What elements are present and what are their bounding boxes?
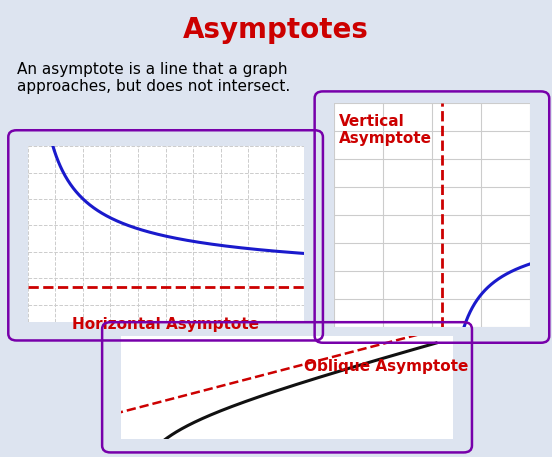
Text: Asymptotes: Asymptotes — [183, 16, 369, 44]
Text: Horizontal Asymptote: Horizontal Asymptote — [72, 317, 259, 332]
Text: Oblique Asymptote: Oblique Asymptote — [304, 359, 468, 374]
Text: Vertical
Asymptote: Vertical Asymptote — [339, 114, 432, 146]
Text: An asymptote is a line that a graph
approaches, but does not intersect.: An asymptote is a line that a graph appr… — [17, 62, 290, 94]
